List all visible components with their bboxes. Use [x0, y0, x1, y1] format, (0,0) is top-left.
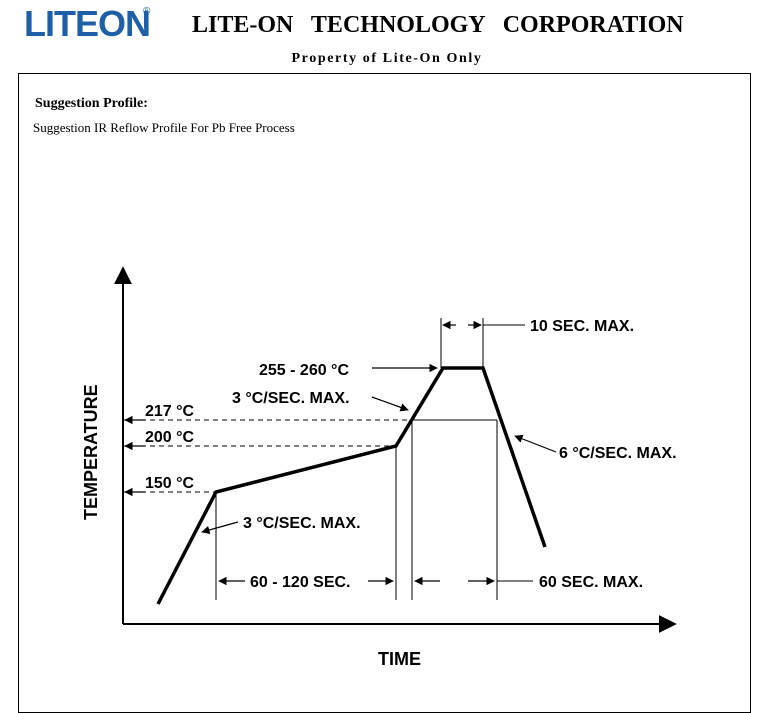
y-axis-label: TEMPERATURE: [81, 384, 101, 520]
arrow-preheat-ramp: [201, 521, 239, 535]
label-10sec-max: 10 SEC. MAX.: [530, 318, 634, 335]
label-preheat-ramp: 3 °C/SEC. MAX.: [243, 515, 361, 532]
property-notice: Property of Lite-On Only: [291, 51, 483, 66]
registered-mark: ®: [143, 6, 151, 17]
company-name: LITE-ON TECHNOLOGY CORPORATION: [192, 12, 684, 38]
section-title: Suggestion Profile:: [35, 96, 148, 111]
label-217: 217 °C: [145, 403, 195, 420]
liteon-logo: LITEON: [24, 3, 151, 44]
label-peak-temp: 255 - 260 °C: [259, 362, 349, 379]
label-200: 200 °C: [145, 429, 195, 446]
label-60-120-sec: 60 - 120 SEC.: [250, 574, 351, 591]
label-60sec-max: 60 SEC. MAX.: [539, 574, 643, 591]
x-axis-label: TIME: [378, 649, 421, 669]
reflow-profile-line: [156, 366, 547, 605]
label-150: 150 °C: [145, 475, 195, 492]
label-cool-down: 6 °C/SEC. MAX.: [559, 445, 677, 462]
label-ramp-up: 3 °C/SEC. MAX.: [232, 390, 350, 407]
arrow-ramp-up: [371, 396, 409, 412]
section-subtitle: Suggestion IR Reflow Profile For Pb Free…: [33, 120, 295, 135]
arrow-cool-down: [514, 434, 557, 453]
